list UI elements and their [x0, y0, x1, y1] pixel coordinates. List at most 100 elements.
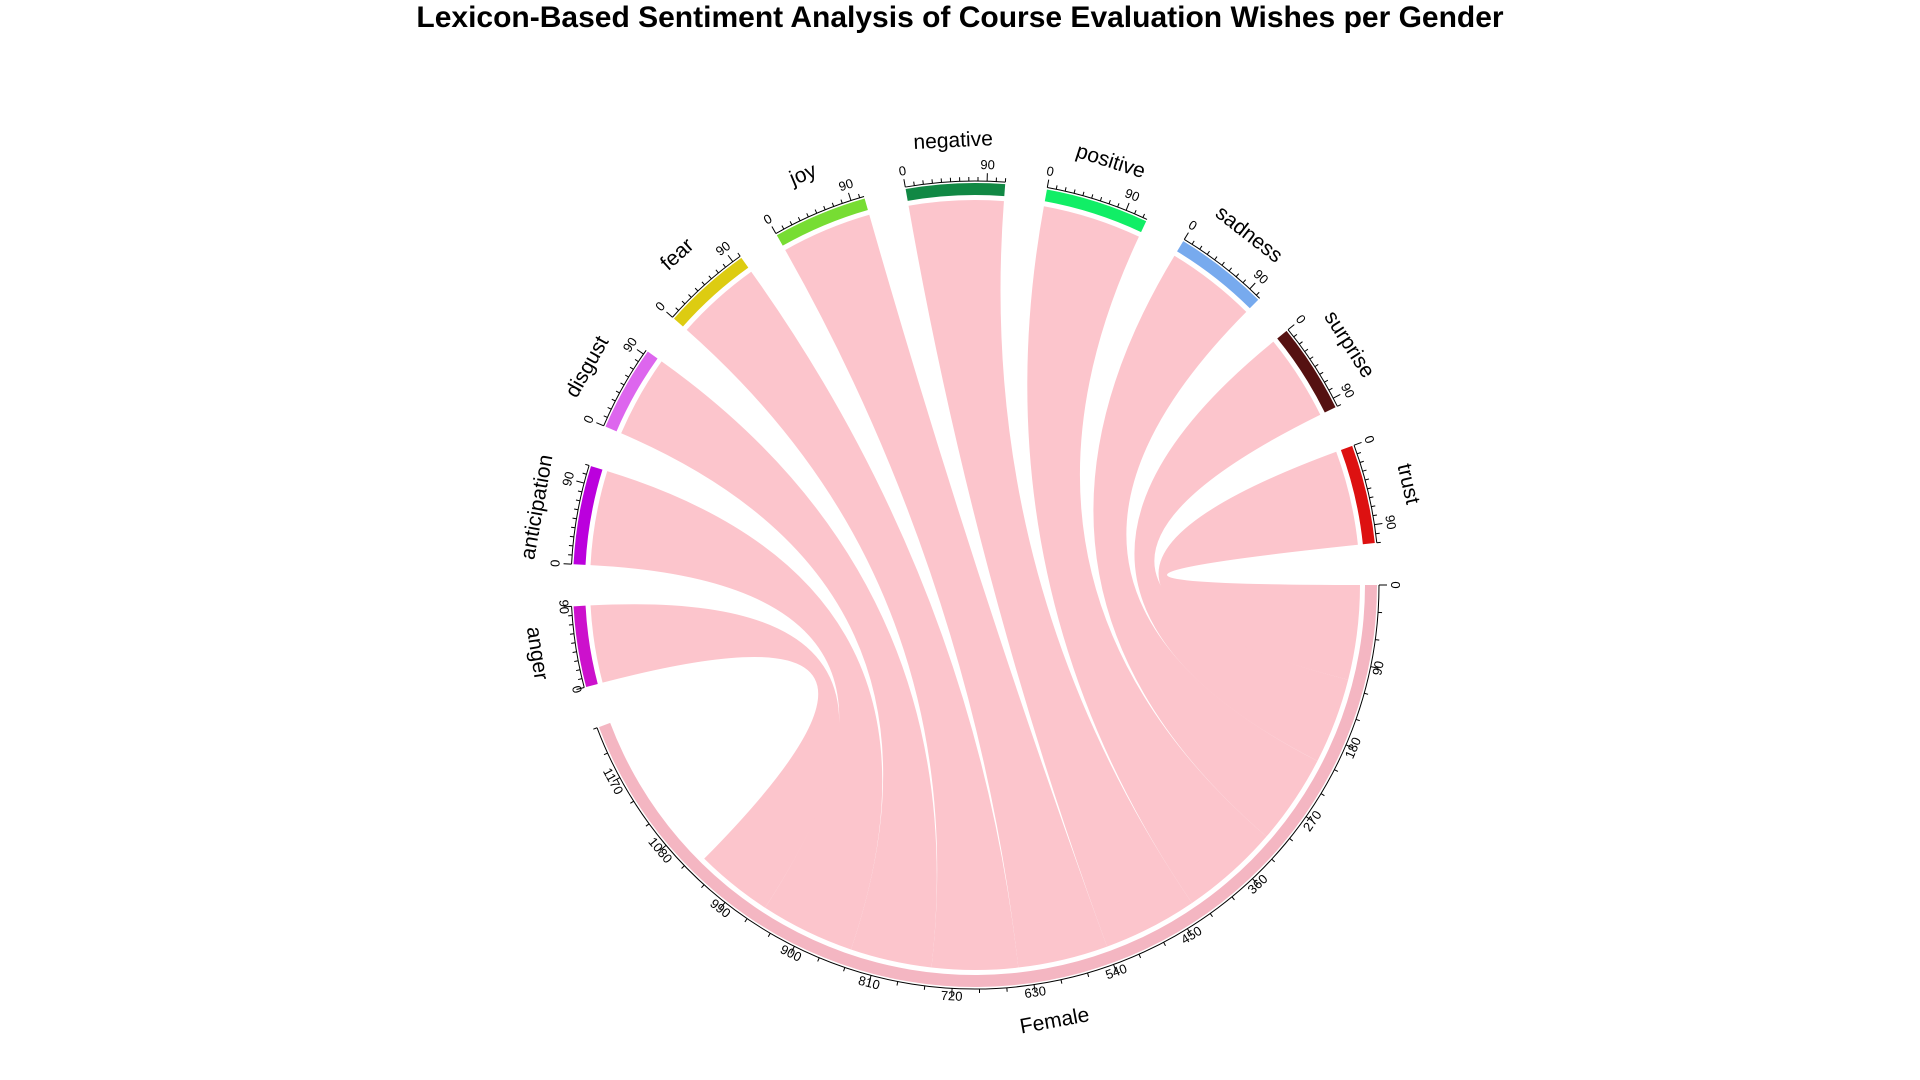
- tick-mark: [634, 358, 639, 363]
- tick-mark: [1305, 816, 1313, 822]
- tick-label-trust-90: 90: [1382, 514, 1399, 531]
- tick-mark: [708, 275, 712, 280]
- sector-label-fear: fear: [656, 234, 698, 275]
- tick-mark: [571, 642, 576, 644]
- tick-mark: [1125, 202, 1130, 211]
- tick-mark: [1375, 532, 1380, 535]
- tick-mark: [1328, 387, 1333, 391]
- tick-mark: [1353, 441, 1362, 446]
- tick-mark: [840, 199, 843, 204]
- tick-mark: [1367, 487, 1372, 490]
- tick-mark: [694, 287, 699, 292]
- tick-mark: [1334, 769, 1339, 772]
- tick-mark: [574, 508, 579, 511]
- tick-mark: [903, 179, 906, 188]
- sector-axis-anger: [571, 606, 585, 688]
- tick-mark: [744, 918, 748, 923]
- sector-fear: [673, 257, 749, 327]
- sector-negative: [905, 183, 1006, 201]
- tick-mark: [727, 254, 734, 262]
- tick-mark: [1046, 179, 1050, 188]
- tick-label-anticipation-0: 0: [547, 559, 562, 567]
- tick-mark: [1356, 452, 1362, 455]
- chord-link-joy: [785, 214, 1108, 968]
- tick-mark: [1033, 984, 1036, 993]
- tick-mark: [571, 526, 576, 529]
- tick-mark: [1324, 379, 1329, 383]
- tick-label-female-630: 630: [1023, 983, 1047, 1001]
- tick-mark: [603, 415, 608, 418]
- chord-link-surprise: [1134, 341, 1349, 761]
- tick-mark: [737, 252, 741, 257]
- tick-mark: [1214, 256, 1218, 261]
- tick-mark: [593, 727, 598, 730]
- tick-mark: [797, 216, 801, 222]
- tick-label-anger-90: 90: [556, 599, 572, 614]
- tick-mark: [1191, 240, 1195, 245]
- tick-mark: [1087, 972, 1090, 977]
- tick-mark: [1235, 273, 1240, 278]
- tick-mark: [607, 406, 612, 410]
- tick-mark: [715, 269, 719, 274]
- chord-link-fear: [686, 271, 1019, 971]
- tick-mark: [719, 902, 726, 909]
- sector-axis-joy: [775, 196, 865, 234]
- tick-label-female-0: 0: [1388, 581, 1403, 588]
- tick-label-anger-0: 0: [569, 684, 585, 695]
- tick-mark: [1209, 913, 1213, 918]
- tick-label-female-810: 810: [857, 973, 882, 993]
- sector-disgust: [605, 351, 658, 432]
- chord-link-positive: [1027, 206, 1267, 904]
- tick-mark: [1055, 185, 1058, 190]
- tick-mark: [574, 660, 579, 663]
- chord-link-anger: [590, 604, 840, 908]
- tick-mark: [1108, 199, 1111, 205]
- sector-label-negative: negative: [913, 127, 993, 154]
- sector-label-disgust: disgust: [561, 332, 614, 401]
- tick-mark: [681, 865, 685, 869]
- chord-link-trust: [1158, 451, 1360, 680]
- tick-mark: [1332, 394, 1341, 399]
- tick-mark: [575, 499, 580, 502]
- sector-label-anticipation: anticipation: [516, 453, 557, 562]
- tick-mark: [1293, 333, 1298, 338]
- tick-mark: [771, 226, 777, 234]
- tick-label-positive-90: 90: [1123, 185, 1142, 204]
- tick-mark: [1362, 469, 1367, 472]
- tick-mark: [1064, 187, 1067, 192]
- tick-mark: [1372, 514, 1378, 517]
- tick-mark: [1256, 291, 1260, 296]
- tick-mark: [1186, 928, 1193, 936]
- tick-mark: [1113, 964, 1117, 973]
- tick-mark: [1249, 282, 1256, 290]
- sector-anger: [573, 605, 598, 687]
- links-layer: [590, 200, 1360, 971]
- tick-mark: [1117, 203, 1120, 208]
- tick-label-joy-0: 0: [761, 211, 775, 228]
- tick-mark: [1199, 245, 1203, 250]
- tick-mark: [582, 472, 587, 475]
- tick-mark: [814, 209, 818, 214]
- tick-label-disgust-90: 90: [620, 334, 641, 354]
- tick-mark: [1304, 348, 1309, 352]
- tick-mark: [575, 669, 581, 672]
- tick-mark: [781, 225, 785, 230]
- tick-mark: [1163, 942, 1166, 947]
- tick-mark: [1371, 505, 1376, 508]
- sector-axis-anticipation: [571, 465, 590, 565]
- tick-mark: [868, 975, 872, 984]
- tick-mark: [1375, 639, 1380, 641]
- tick-label-female-540: 540: [1103, 961, 1129, 983]
- tick-mark: [843, 967, 846, 972]
- tick-mark: [1359, 460, 1364, 463]
- tick-mark: [1364, 692, 1369, 695]
- tick-mark: [1099, 196, 1103, 202]
- tick-mark: [611, 398, 616, 402]
- tick-mark: [789, 221, 793, 226]
- tick-mark: [1345, 744, 1354, 749]
- sector-label-anger: anger: [522, 625, 553, 682]
- sector-label-sadness: sadness: [1211, 201, 1287, 267]
- tick-mark: [1228, 267, 1233, 272]
- tick-mark: [572, 517, 577, 520]
